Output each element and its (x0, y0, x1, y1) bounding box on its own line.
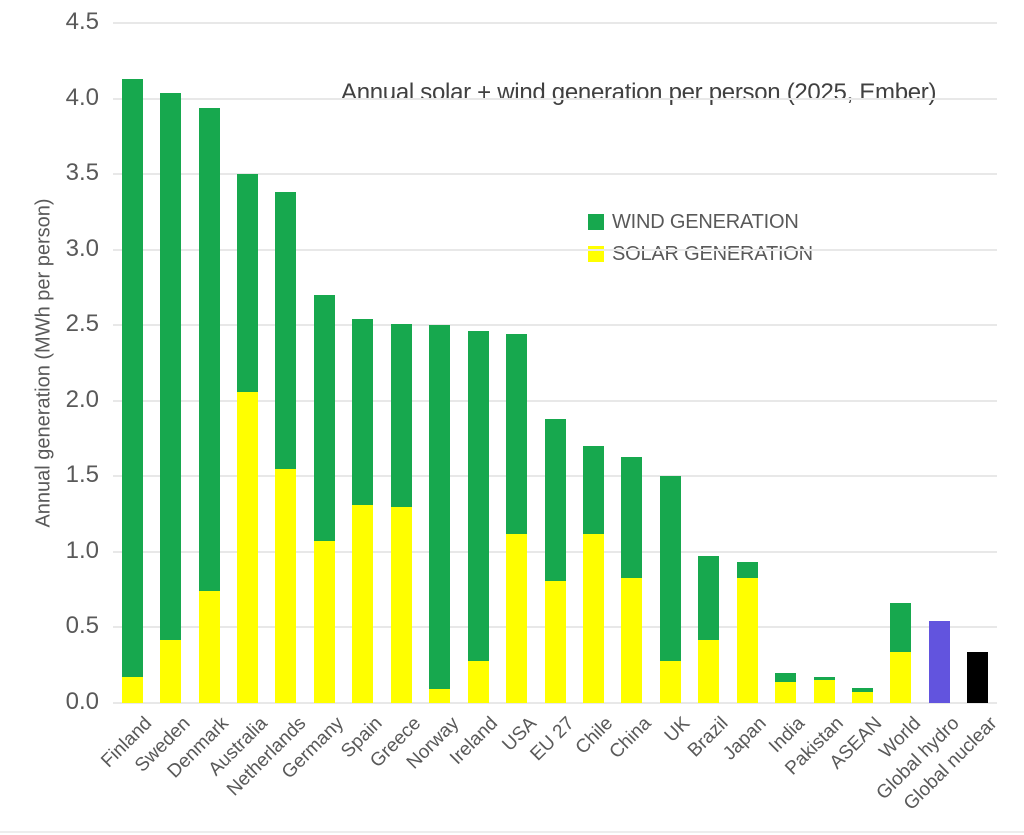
x-axis-label: China (605, 713, 656, 763)
y-tick-label: 0.5 (65, 612, 99, 640)
bar-segment-solar (813, 680, 835, 703)
bar-segment-wind (506, 334, 528, 534)
bar-segment-other (967, 651, 989, 703)
bar-segment-wind (313, 295, 335, 542)
bar-segment-wind (237, 174, 259, 392)
y-tick-label: 0.0 (65, 688, 99, 715)
gridline (113, 702, 997, 704)
bar-segment-other (928, 621, 950, 703)
bar-segment-wind (275, 192, 297, 469)
legend-label-solar: SOLAR GENERATION (612, 242, 813, 265)
bar-segment-wind (890, 603, 912, 652)
y-tick-label: 1.5 (65, 461, 99, 489)
y-tick-label: 4.0 (65, 83, 99, 111)
gridline (113, 22, 997, 24)
bar-segment-wind (544, 418, 566, 581)
gridline (113, 248, 997, 251)
bar-segment-wind (390, 323, 412, 507)
bar-segment-solar (506, 533, 528, 703)
bar-segment-wind (198, 107, 220, 592)
bar-segment-solar (429, 689, 451, 703)
gridline (113, 324, 997, 327)
gridline (113, 97, 997, 100)
bar-segment-wind (429, 325, 451, 690)
bar-segment-wind (121, 78, 143, 678)
bar-segment-wind (621, 456, 643, 578)
gridline (113, 173, 997, 176)
bar-segment-wind (160, 92, 182, 640)
y-tick-label: 2.5 (65, 310, 99, 338)
bottom-divider (0, 831, 1024, 833)
bar-segment-solar (582, 533, 604, 703)
bar-segment-solar (621, 577, 643, 703)
y-tick-label: 3.0 (65, 234, 99, 262)
gridline (113, 399, 997, 402)
wind-legend-swatch-icon (588, 214, 604, 230)
bar-segment-solar (775, 681, 797, 703)
bar-segment-wind (659, 476, 681, 661)
bar-segment-solar (390, 506, 412, 703)
bar-segment-solar (467, 660, 489, 703)
bar-segment-solar (237, 391, 259, 703)
bar-segment-solar (275, 468, 297, 703)
bar-segment-solar (890, 651, 912, 703)
bar-segment-solar (736, 577, 758, 703)
bar-segment-solar (121, 677, 143, 703)
bar-segment-solar (198, 591, 220, 703)
bar-segment-wind (467, 331, 489, 661)
bar-segment-solar (698, 639, 720, 703)
bar-segment-solar (160, 639, 182, 703)
legend: WIND GENERATION SOLAR GENERATION (588, 210, 813, 274)
bar-segment-wind (736, 562, 758, 578)
legend-label-wind: WIND GENERATION (612, 210, 799, 233)
bar-segment-wind (352, 319, 374, 506)
bar-segment-wind (698, 556, 720, 640)
y-tick-label: 2.0 (65, 385, 99, 413)
bar-segment-solar (313, 541, 335, 703)
bar-segment-solar (851, 692, 873, 703)
bar-segment-solar (659, 660, 681, 703)
y-tick-label: 4.5 (65, 8, 99, 35)
legend-item-wind: WIND GENERATION (588, 210, 813, 234)
bar-segment-wind (582, 446, 604, 534)
bar-segment-solar (544, 580, 566, 703)
bar-segment-wind (851, 687, 873, 693)
bar-segment-solar (352, 505, 374, 703)
bar-segment-wind (813, 677, 835, 681)
chart-title: Annual solar + wind generation per perso… (341, 79, 937, 106)
y-tick-label: 3.5 (65, 159, 99, 187)
x-axis-label: Japan (719, 713, 772, 765)
bar-segment-wind (775, 672, 797, 682)
y-tick-label: 1.0 (65, 536, 99, 564)
